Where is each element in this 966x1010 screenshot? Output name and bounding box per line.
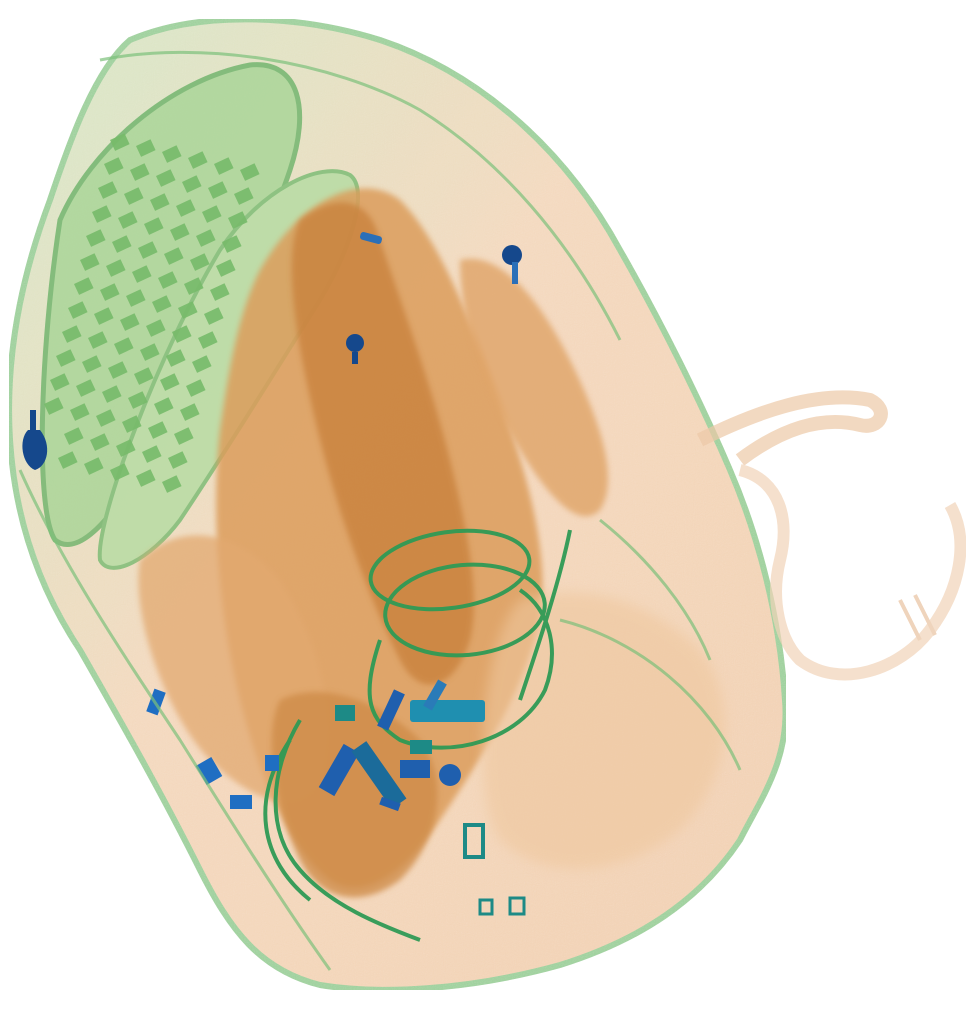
keyboard-key [182, 175, 202, 193]
keyboard-key [96, 409, 116, 427]
keyboard-key [184, 277, 204, 295]
keyboard-key [74, 277, 94, 295]
keyboard-key [172, 325, 192, 343]
keyboard-key [192, 355, 212, 373]
keyboard-key [110, 463, 130, 481]
keyboard-key [43, 397, 64, 415]
keyboard-key [204, 307, 224, 325]
keyboard-key [80, 253, 100, 271]
keyboard-key [234, 187, 254, 205]
keyboard-key [142, 445, 162, 463]
keyboard-key [162, 145, 182, 163]
keyboard-key [58, 451, 78, 469]
keyboard-key [144, 217, 164, 235]
keyboard-key [92, 205, 112, 223]
keyboard-key [76, 379, 96, 397]
keyboard-key [128, 391, 148, 409]
metal-components [146, 679, 526, 916]
keyboard-key [100, 283, 120, 301]
keyboard-key [130, 163, 150, 181]
keyboard-key [82, 355, 102, 373]
keyboard-key [158, 271, 178, 289]
keyboard-key [112, 235, 132, 253]
bag-handle [696, 390, 966, 681]
keyboard-key [136, 139, 156, 157]
keyboard-key [176, 199, 196, 217]
keyboard-key [98, 181, 118, 199]
keyboard-key [180, 403, 200, 421]
keyboard-key [146, 319, 166, 337]
keyboard-keys [43, 133, 260, 493]
keyboard-key [104, 157, 124, 175]
keyboard-key [116, 439, 136, 457]
keyboard-key [198, 331, 218, 349]
keyboard-key [108, 361, 128, 379]
keyboard-key [56, 349, 76, 367]
keyboard-key [170, 223, 190, 241]
keyboard-key [178, 301, 198, 319]
keyboard-key [195, 229, 216, 247]
keyboard-key [106, 259, 126, 277]
keyboard-key [122, 415, 142, 433]
keyboard-key [152, 295, 172, 313]
keyboard-key [156, 169, 176, 187]
keyboard-key [102, 385, 122, 403]
keyboard-key [150, 193, 170, 211]
keyboard-key [208, 181, 228, 199]
bag-straps [18, 50, 742, 971]
keyboard-key [86, 229, 106, 247]
keyboard-key [160, 373, 180, 391]
zipper-pulls [22, 231, 522, 470]
keyboard-key [210, 283, 230, 301]
keyboard-key [90, 433, 110, 451]
keyboard-key [94, 307, 114, 325]
keyboard-key [138, 241, 158, 259]
keyboard-key [240, 163, 260, 181]
keyboard-key [168, 451, 188, 469]
keyboard-key [61, 325, 82, 343]
keyboard-key [88, 331, 108, 349]
keyboard-key [186, 379, 206, 397]
keyboard-key [118, 211, 138, 229]
keyboard-key [134, 367, 154, 385]
keyboard-key [110, 133, 130, 151]
keyboard-key [162, 475, 182, 493]
keyboard-key [174, 427, 194, 445]
keyboard-key [114, 337, 134, 355]
keyboard-key [190, 253, 210, 271]
keyboard-key [222, 235, 242, 253]
keyboard-key [49, 373, 70, 391]
keyboard-key [120, 313, 140, 331]
keyboard-key [70, 403, 90, 421]
keyboard-key [214, 157, 234, 175]
keyboard-key [84, 457, 104, 475]
keyboard-key [126, 289, 146, 307]
keyboard-key [202, 205, 222, 223]
keyboard-key [132, 265, 152, 283]
keyboard-key [124, 187, 144, 205]
keyboard-key [166, 349, 186, 367]
keyboard-key [136, 469, 156, 487]
keyboard-key [228, 211, 248, 229]
keyboard-key [63, 427, 84, 445]
keyboard-key [68, 301, 88, 319]
keyboard-key [154, 397, 174, 415]
keyboard-key [148, 421, 168, 439]
keyboard-key [164, 247, 184, 265]
keyboard-key [216, 259, 236, 277]
keyboard-key [188, 151, 208, 169]
keyboard-key [140, 343, 160, 361]
